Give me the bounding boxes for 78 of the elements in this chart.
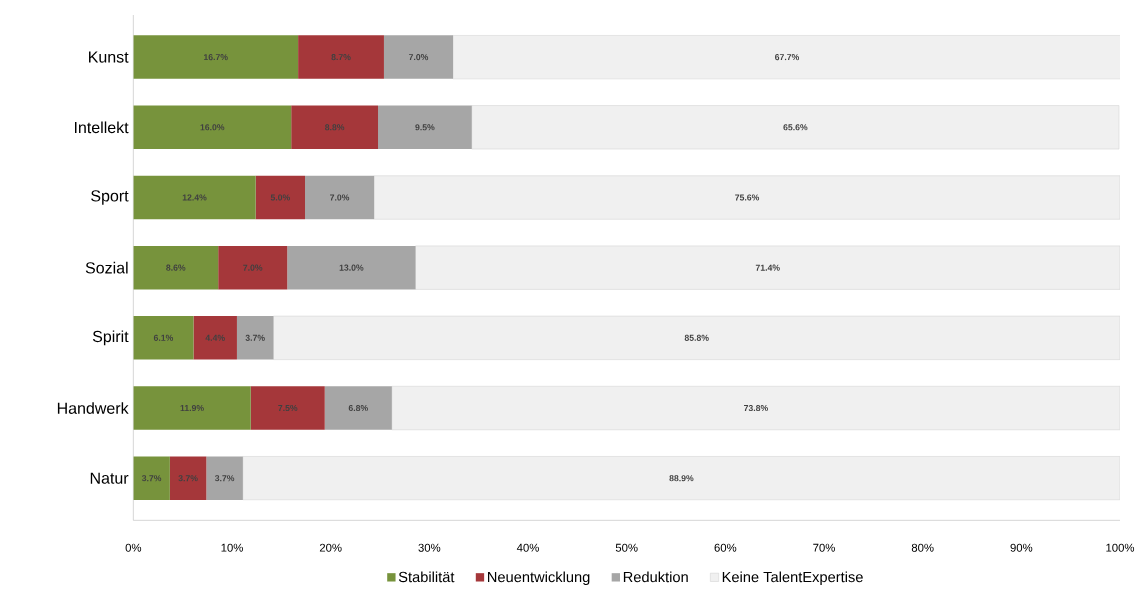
bar — [133, 386, 251, 430]
data-label: 3.7% — [141, 475, 162, 482]
x-tick-label: 70% — [813, 543, 835, 552]
data-label: 65.6% — [783, 124, 808, 131]
data-label: 6.1% — [153, 334, 174, 341]
bar — [236, 316, 274, 360]
data-label: 6.8% — [348, 404, 368, 412]
data-label: 5.0% — [270, 194, 290, 201]
legend-label: Keine TalentExpertise — [722, 571, 863, 586]
data-label: 4.4% — [205, 334, 225, 341]
data-label: 12.4% — [182, 194, 207, 201]
bar — [273, 315, 1120, 360]
bar — [452, 35, 1120, 80]
data-label: 88.9% — [669, 475, 694, 482]
y-tick-label: Kunst — [89, 51, 129, 63]
bar — [291, 105, 379, 150]
data-label: 16.7% — [203, 54, 228, 61]
bar — [298, 35, 384, 79]
bar — [133, 245, 219, 290]
x-tick-label: 40% — [516, 543, 539, 552]
data-label: 7.5% — [278, 404, 298, 412]
x-tick-label: 0% — [125, 543, 142, 552]
data-label: 9.5% — [415, 124, 435, 131]
x-tick-label: 50% — [615, 543, 638, 552]
x-tick-label: 60% — [714, 543, 737, 552]
bar — [218, 245, 288, 290]
y-tick-label: Sport — [91, 190, 129, 205]
bar — [193, 316, 237, 360]
bar — [415, 245, 1120, 290]
bar — [169, 456, 207, 500]
x-tick-label: 80% — [911, 543, 934, 552]
bar — [373, 175, 1120, 220]
data-label: 3.7% — [214, 475, 235, 482]
bar — [242, 456, 1120, 501]
bar — [391, 386, 1120, 431]
data-label: 8.6% — [166, 264, 186, 271]
data-label: 73.8% — [744, 404, 768, 412]
bar — [324, 386, 392, 430]
data-label: 67.7% — [775, 54, 800, 61]
x-tick-label: 10% — [221, 543, 243, 552]
bar — [133, 316, 194, 360]
data-label: 7.0% — [330, 194, 350, 201]
data-label: 11.9% — [180, 404, 204, 412]
x-tick-label: 20% — [319, 543, 342, 552]
y-tick-label: Handwerk — [57, 402, 129, 414]
data-label: 71.4% — [755, 264, 780, 271]
legend-label: Reduktion — [623, 571, 688, 583]
bar — [383, 35, 454, 79]
data-label: 75.6% — [735, 194, 760, 201]
data-label: 3.7% — [178, 475, 198, 482]
data-label: 16.0% — [200, 124, 225, 131]
y-tick-label: Spirit — [92, 330, 129, 346]
x-tick-label: 90% — [1010, 543, 1033, 552]
x-tick-label: 30% — [418, 543, 441, 552]
bar — [133, 456, 170, 500]
data-label: 13.0% — [339, 264, 364, 271]
y-tick-label: Sozial — [85, 261, 128, 274]
y-tick-label: Natur — [90, 472, 129, 484]
data-label: 7.0% — [408, 54, 429, 61]
bar — [305, 175, 375, 220]
bar — [250, 386, 325, 430]
legend-label: Neuentwicklung — [488, 571, 590, 586]
bar — [471, 105, 1120, 150]
data-label: 3.7% — [245, 334, 265, 341]
bar — [133, 105, 292, 150]
data-label: 85.8% — [684, 334, 709, 341]
bar — [378, 105, 472, 150]
bar — [287, 245, 416, 290]
bar — [255, 175, 306, 220]
bar — [206, 456, 243, 500]
legend-label: Stabilität — [398, 571, 455, 583]
y-tick-label: Intellekt — [74, 121, 129, 134]
x-tick-label: 100% — [1106, 543, 1135, 552]
data-label: 7.0% — [243, 264, 263, 271]
data-label: 8.7% — [331, 54, 351, 61]
bar — [133, 35, 299, 79]
data-label: 8.8% — [325, 124, 345, 131]
bar — [133, 175, 256, 220]
